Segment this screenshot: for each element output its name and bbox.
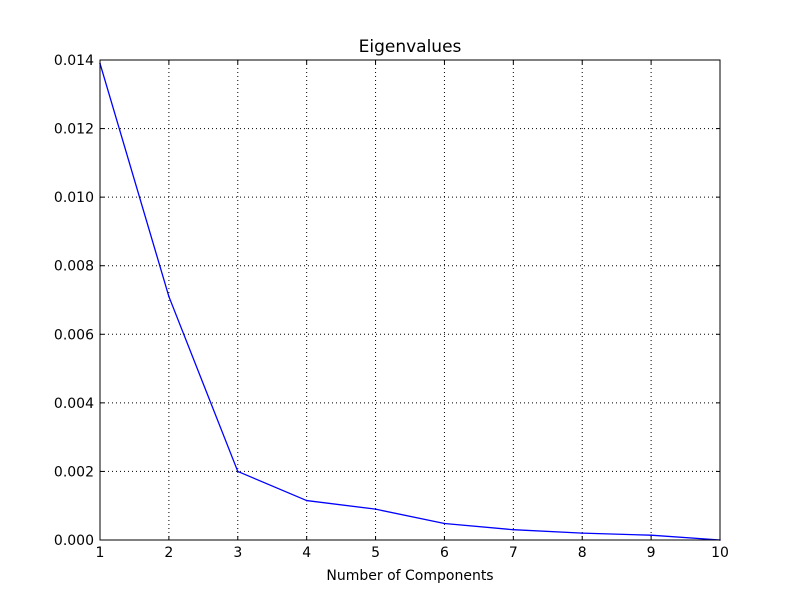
- x-tick-label: 10: [711, 545, 729, 561]
- eigenvalue-data-point: [650, 534, 652, 536]
- eigenvalue-data-point: [168, 295, 170, 298]
- x-tick-label: 2: [164, 545, 173, 561]
- chart-title: Eigenvalues: [359, 37, 462, 57]
- x-tick-label: 6: [440, 545, 449, 561]
- grid-layer: [100, 60, 720, 540]
- x-tick-label: 4: [302, 545, 311, 561]
- eigenvalue-data-point: [305, 499, 308, 502]
- tick-label-layer: 1 2 3 4 5 6 7 8 9 10 0.000 0.002 0.004 0.006 0.008 0.01…: [54, 53, 729, 561]
- eigenvalue-data-point: [374, 508, 377, 510]
- tick-layer: [99, 59, 721, 541]
- eigenvalue-series-line: [99, 63, 721, 541]
- y-tick-label: 0.000: [54, 533, 94, 549]
- x-tick-label: 3: [233, 545, 242, 561]
- eigenvalue-data-point: [581, 532, 584, 534]
- x-tick-label: 8: [578, 545, 587, 561]
- eigenvalue-data-point: [443, 522, 446, 525]
- x-tick-label: 5: [371, 545, 380, 561]
- y-tick-label: 0.004: [54, 396, 94, 412]
- x-axis-label: Number of Components: [326, 568, 493, 584]
- y-tick-label: 0.008: [54, 259, 94, 275]
- y-tick-label: 0.014: [54, 53, 94, 69]
- y-tick-label: 0.002: [54, 464, 94, 480]
- x-tick-label: 9: [647, 545, 656, 561]
- x-tick-label: 1: [96, 545, 105, 561]
- eigenvalue-data-point: [236, 470, 239, 473]
- y-tick-label: 0.006: [54, 327, 94, 343]
- x-tick-label: 7: [509, 545, 518, 561]
- plot-frame: [99, 59, 721, 541]
- y-tick-label: 0.010: [54, 190, 94, 206]
- series-layer: [99, 62, 721, 541]
- y-tick-label: 0.012: [54, 122, 94, 138]
- eigenvalue-data-point: [512, 528, 515, 531]
